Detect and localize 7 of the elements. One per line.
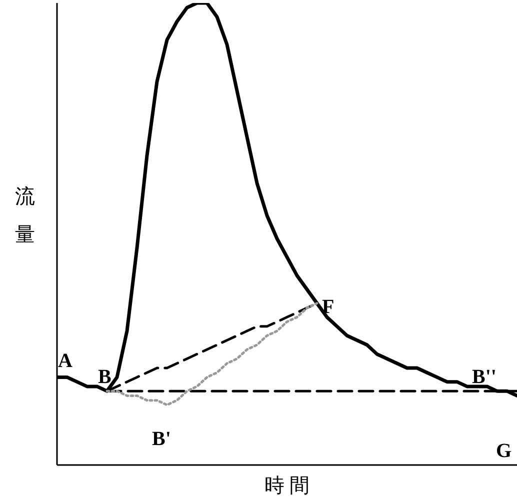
- annotation: G: [496, 440, 512, 463]
- annotation: B': [152, 428, 171, 451]
- y-axis-title: 流量: [14, 185, 36, 247]
- x-axis-title: 時 間: [264, 474, 310, 499]
- annotation: B: [98, 366, 112, 389]
- annotation: B'': [472, 366, 496, 389]
- annotation: A: [58, 350, 72, 373]
